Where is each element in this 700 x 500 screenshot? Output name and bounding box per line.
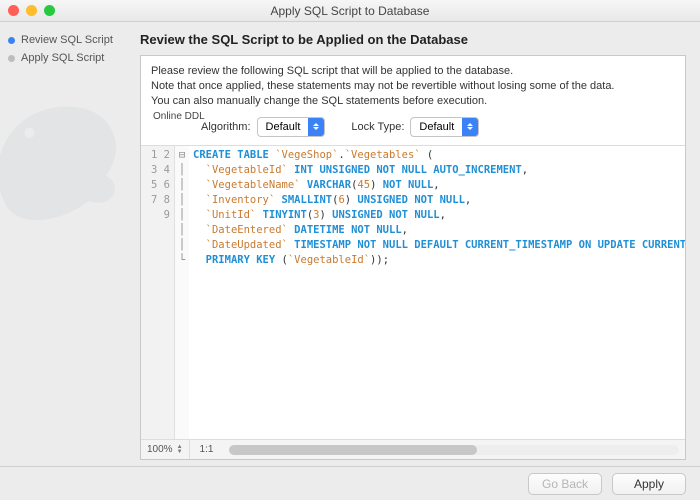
zoom-value: 100% — [147, 444, 173, 455]
zoom-control[interactable]: 100% ▲▼ — [141, 440, 190, 459]
code-area[interactable]: CREATE TABLE `VegeShop`.`Vegetables` ( `… — [189, 146, 685, 439]
editor-statusbar: 100% ▲▼ 1:1 — [141, 439, 685, 459]
scrollbar-thumb[interactable] — [229, 445, 476, 455]
online-ddl-row: Algorithm: Default Lock Type: Default — [141, 113, 685, 145]
fold-gutter: ⊟││││││└ — [175, 146, 189, 439]
online-ddl-label: Online DDL — [153, 111, 205, 122]
algorithm-value: Default — [258, 118, 309, 136]
wizard-step-label: Review SQL Script — [21, 34, 113, 46]
bullet-icon — [8, 37, 15, 44]
algorithm-label: Algorithm: — [201, 121, 251, 133]
window-controls — [8, 5, 55, 16]
sql-editor[interactable]: 1 2 3 4 5 6 7 8 9 ⊟││││││└ CREATE TABLE … — [141, 145, 685, 439]
page-title: Review the SQL Script to be Applied on t… — [140, 32, 686, 47]
window-title: Apply SQL Script to Database — [0, 4, 700, 18]
go-back-button: Go Back — [528, 473, 602, 495]
wizard-step-apply[interactable]: Apply SQL Script — [8, 52, 122, 64]
stepper-icon[interactable]: ▲▼ — [177, 445, 183, 455]
wizard-sidebar: Review SQL Script Apply SQL Script — [0, 22, 130, 466]
wizard-step-label: Apply SQL Script — [21, 52, 104, 64]
wizard-step-review[interactable]: Review SQL Script — [8, 34, 122, 46]
algorithm-select[interactable]: Default — [257, 117, 326, 137]
dialog-footer: Go Back Apply — [0, 466, 700, 500]
chevron-updown-icon — [308, 118, 324, 136]
lock-type-select[interactable]: Default — [410, 117, 479, 137]
ratio-label: 1:1 — [200, 444, 214, 455]
lock-type-label: Lock Type: — [351, 121, 404, 133]
close-icon[interactable] — [8, 5, 19, 16]
apply-button[interactable]: Apply — [612, 473, 686, 495]
intro-line: You can also manually change the SQL sta… — [151, 94, 675, 109]
line-gutter: 1 2 3 4 5 6 7 8 9 — [141, 146, 175, 439]
intro-text: Please review the following SQL script t… — [141, 56, 685, 113]
mysql-dolphin-icon — [0, 82, 140, 252]
minimize-icon[interactable] — [26, 5, 37, 16]
horizontal-scrollbar[interactable] — [229, 445, 679, 455]
intro-line: Note that once applied, these statements… — [151, 79, 675, 94]
review-panel: Please review the following SQL script t… — [140, 55, 686, 460]
maximize-icon[interactable] — [44, 5, 55, 16]
chevron-updown-icon — [462, 118, 478, 136]
lock-type-value: Default — [411, 118, 462, 136]
intro-line: Please review the following SQL script t… — [151, 64, 675, 79]
bullet-icon — [8, 55, 15, 62]
titlebar: Apply SQL Script to Database — [0, 0, 700, 22]
